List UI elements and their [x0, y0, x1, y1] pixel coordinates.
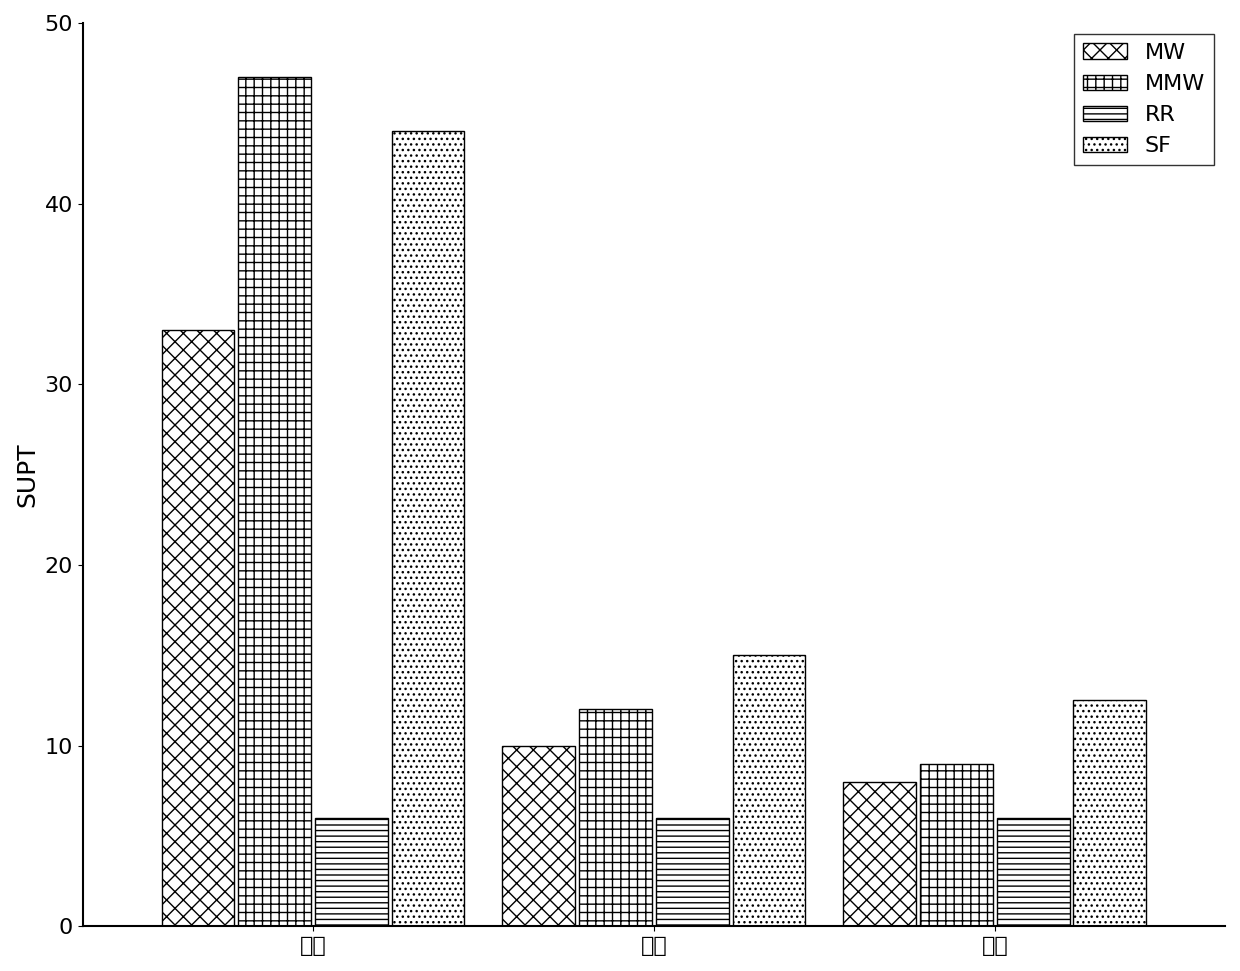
Bar [392, 131, 465, 926]
Bar [238, 78, 311, 926]
Legend: MW, MMW, RR, SF: MW, MMW, RR, SF [1074, 34, 1214, 165]
Bar [997, 818, 1070, 926]
Bar [656, 818, 729, 926]
Bar [315, 818, 388, 926]
Y-axis label: SUPT: SUPT [15, 443, 38, 507]
Bar [920, 763, 993, 926]
Bar [843, 782, 916, 926]
Bar [161, 330, 234, 926]
Bar [1074, 700, 1146, 926]
Bar [579, 710, 652, 926]
Bar [502, 746, 575, 926]
Bar [733, 655, 805, 926]
